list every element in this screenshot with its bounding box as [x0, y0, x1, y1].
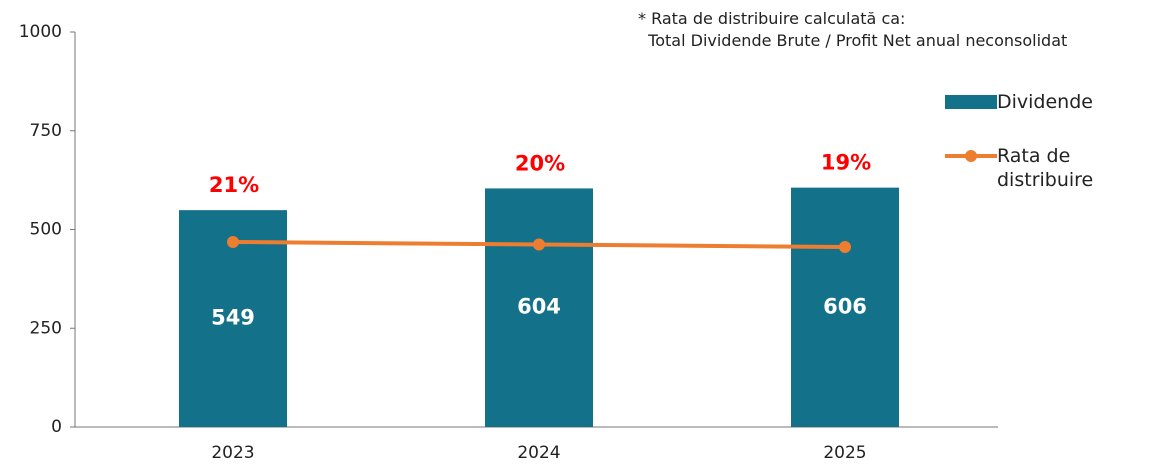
y-tick-label: 1000: [19, 22, 62, 42]
x-tick-label: 2024: [517, 443, 560, 463]
annotation-line: Total Dividende Brute / Profit Net anual…: [638, 31, 1068, 50]
legend: Dividende Rata de distribuire: [945, 90, 1117, 222]
legend-item: Dividende: [945, 90, 1117, 114]
bar-label: 606: [823, 294, 867, 318]
annotation: * Rata de distribuire calculată ca: Tota…: [638, 8, 1067, 52]
legend-label: Rata de distribuire: [997, 145, 1094, 191]
y-tick-label: 0: [51, 417, 62, 437]
bar: [791, 187, 899, 427]
legend-item: Rata de distribuire: [945, 144, 1117, 192]
y-tick-label: 250: [30, 318, 62, 338]
x-tick-label: 2025: [823, 443, 866, 463]
bar-label: 604: [517, 295, 561, 319]
legend-swatch: [945, 144, 997, 168]
value-label: 19%: [821, 151, 871, 175]
line-marker: [227, 236, 239, 248]
value-label: 21%: [209, 173, 259, 197]
line-marker: [839, 241, 851, 253]
x-tick-label: 2023: [211, 443, 254, 463]
y-tick-label: 500: [30, 220, 62, 240]
line-marker: [533, 238, 545, 251]
bar: [485, 188, 593, 427]
legend-swatch: [945, 90, 997, 114]
legend-label: Dividende: [997, 91, 1093, 113]
y-tick-label: 750: [30, 121, 62, 141]
bar-label: 549: [211, 306, 255, 330]
value-label: 20%: [515, 151, 565, 175]
annotation-line: * Rata de distribuire calculată ca:: [638, 9, 906, 28]
